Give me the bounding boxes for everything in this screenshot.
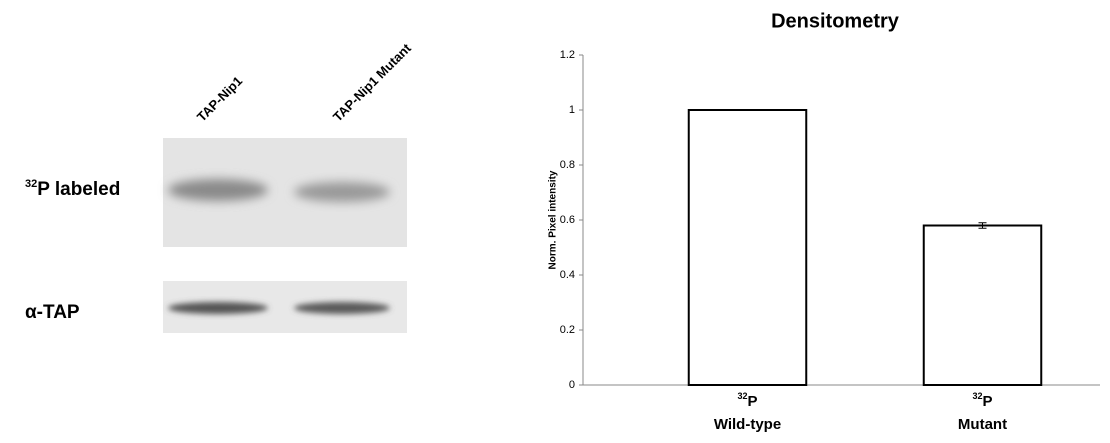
bar	[689, 110, 807, 385]
x-isotope-label: 32P	[972, 391, 992, 410]
y-tick-label: 0.2	[560, 324, 575, 336]
isotope-mass: 32	[972, 391, 982, 401]
blot-panel: TAP-Nip1 TAP-Nip1 Mutant 32P labeled α-T…	[25, 40, 414, 333]
y-tick-label: 0.8	[560, 159, 575, 171]
x-tick-label: Mutant	[958, 416, 1007, 433]
y-tick-label: 0.4	[560, 269, 575, 281]
lane-label: TAP-Nip1 Mutant	[330, 40, 414, 124]
y-tick-label: 0.6	[560, 214, 575, 226]
y-axis-label: Norm. Pixel intensity	[548, 170, 559, 269]
row-label-text: P labeled	[37, 179, 120, 200]
y-tick-label: 1	[569, 104, 575, 116]
x-isotope-label: 32P	[737, 391, 757, 410]
chart: Densitometry Norm. Pixel intensity 0 0.2 0…	[548, 10, 1100, 433]
blot-band	[168, 179, 268, 201]
lane-label: TAP-Nip1	[194, 73, 245, 124]
isotope-element: P	[983, 393, 993, 410]
chart-title: Densitometry	[771, 10, 900, 32]
row-label: 32P labeled	[25, 178, 120, 200]
bar	[924, 226, 1042, 386]
y-tick-label: 1.2	[560, 49, 575, 61]
isotope-element: P	[748, 393, 758, 410]
x-tick-label: Wild-type	[714, 416, 781, 433]
isotope-mass: 32	[25, 178, 37, 190]
isotope-mass: 32	[737, 391, 747, 401]
blot-band	[294, 302, 390, 314]
row-label: α-TAP	[25, 302, 80, 323]
y-tick-label: 0	[569, 379, 575, 391]
blot-band	[294, 182, 390, 202]
blot-band	[168, 302, 268, 314]
figure: TAP-Nip1 TAP-Nip1 Mutant 32P labeled α-T…	[0, 0, 1110, 443]
